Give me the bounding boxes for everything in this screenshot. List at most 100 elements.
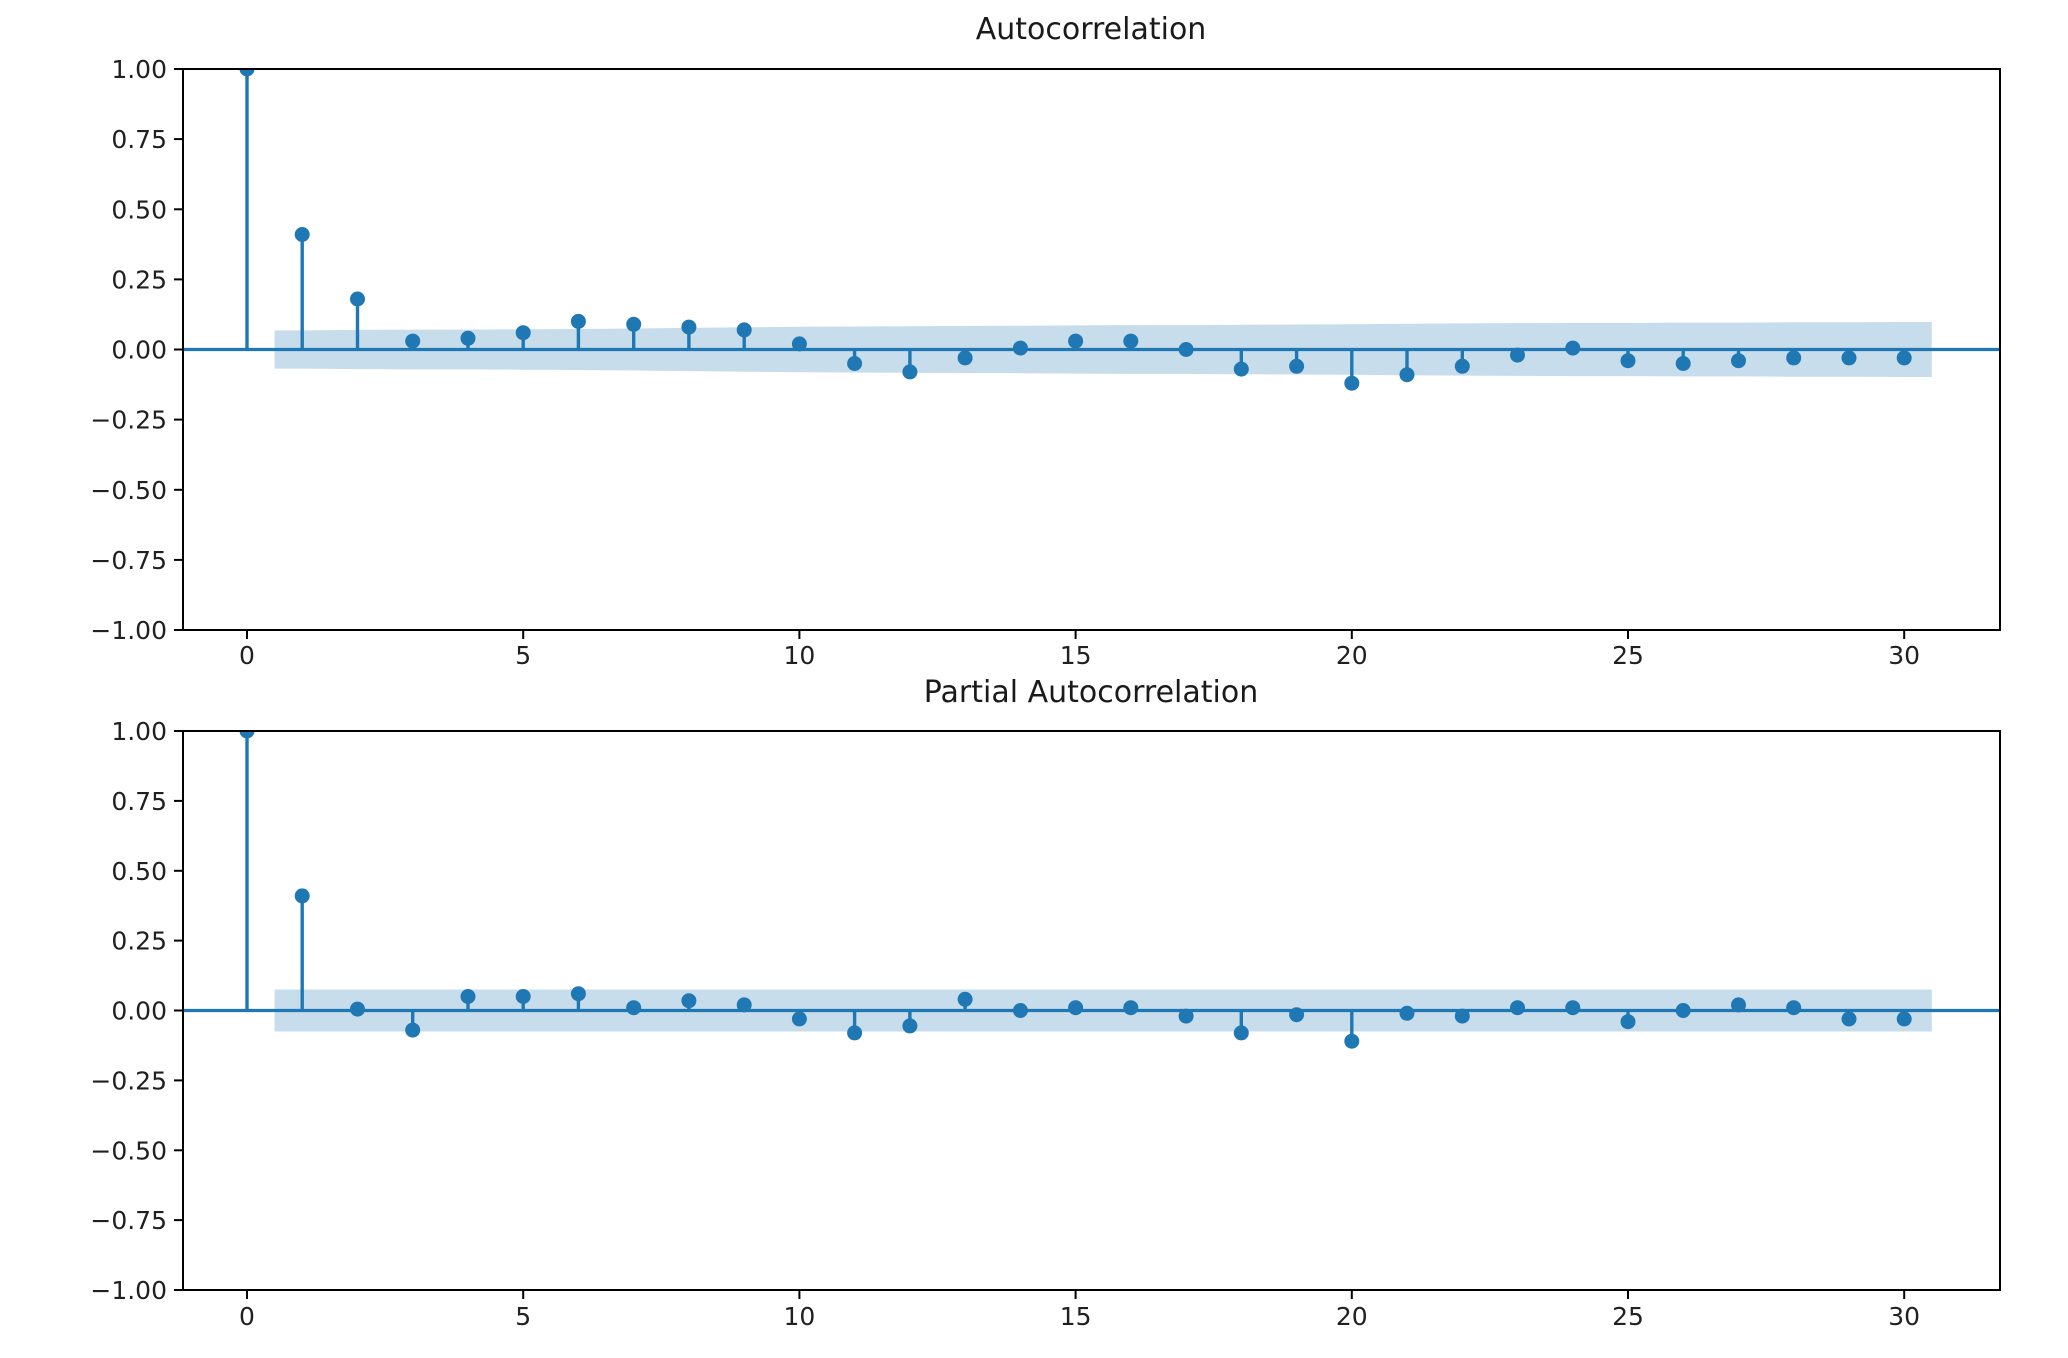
y-tick-label: 0.75 (111, 125, 167, 154)
x-tick-label: 0 (239, 1302, 255, 1331)
marker-lag-4 (460, 330, 476, 346)
acf-title: Autocorrelation (975, 12, 1207, 47)
marker-lag-14 (1012, 340, 1028, 356)
marker-lag-30 (1896, 350, 1912, 366)
marker-lag-29 (1841, 1011, 1857, 1027)
marker-lag-0 (239, 731, 255, 739)
y-tick-label: −0.50 (90, 476, 167, 505)
y-tick-label: −1.00 (90, 616, 167, 645)
x-tick-label: 10 (783, 641, 815, 670)
marker-lag-27 (1731, 997, 1746, 1013)
marker-lag-7 (626, 1000, 642, 1016)
marker-lag-8 (681, 319, 697, 335)
x-tick-label: 15 (1060, 1302, 1092, 1331)
marker-lag-16 (1123, 333, 1139, 349)
marker-lag-23 (1510, 347, 1525, 363)
y-tick-label: −1.00 (90, 1276, 167, 1305)
marker-lag-1 (294, 888, 310, 904)
marker-lag-25 (1620, 353, 1636, 369)
y-tick-label: −0.50 (90, 1136, 167, 1165)
marker-lag-12 (902, 364, 918, 380)
y-tick-label: −0.75 (90, 1206, 167, 1235)
marker-lag-11 (847, 356, 863, 371)
x-tick-label: 30 (1888, 641, 1920, 670)
y-tick-label: 0.00 (111, 336, 167, 365)
marker-lag-27 (1731, 353, 1746, 369)
y-tick-label: 1.00 (111, 55, 167, 84)
x-tick-label: 5 (515, 641, 531, 670)
marker-lag-11 (847, 1025, 863, 1041)
marker-lag-23 (1510, 1000, 1525, 1016)
marker-lag-6 (570, 986, 586, 1002)
marker-lag-17 (1178, 342, 1194, 357)
marker-lag-10 (791, 1011, 807, 1027)
marker-lag-14 (1012, 1003, 1028, 1018)
y-tick-label: 0.00 (111, 997, 167, 1026)
y-tick-label: −0.25 (90, 406, 167, 435)
marker-lag-16 (1123, 1000, 1139, 1016)
pacf-title: Partial Autocorrelation (923, 675, 1259, 710)
marker-lag-15 (1068, 333, 1084, 349)
marker-lag-2 (350, 291, 365, 307)
marker-lag-6 (570, 313, 586, 329)
x-tick-label: 0 (239, 641, 255, 670)
marker-lag-18 (1233, 361, 1249, 377)
y-tick-label: 0.25 (111, 265, 167, 294)
marker-lag-13 (957, 350, 973, 366)
marker-lag-19 (1289, 1007, 1305, 1023)
marker-lag-21 (1399, 1005, 1415, 1021)
marker-lag-26 (1675, 1003, 1691, 1018)
marker-lag-4 (460, 989, 476, 1004)
y-tick-label: 0.25 (111, 927, 167, 956)
x-tick-label: 25 (1612, 1302, 1644, 1331)
marker-lag-7 (626, 316, 642, 332)
marker-lag-0 (239, 69, 255, 77)
marker-lag-12 (902, 1018, 918, 1034)
y-tick-label: 0.50 (111, 857, 167, 886)
x-tick-label: 15 (1060, 641, 1092, 670)
pacf-plot-area (183, 731, 2000, 1049)
marker-lag-19 (1289, 358, 1305, 374)
acf-plot-area (183, 69, 2000, 391)
x-tick-label: 20 (1336, 1302, 1368, 1331)
marker-lag-20 (1344, 1033, 1360, 1049)
marker-lag-1 (294, 227, 310, 242)
marker-lag-2 (350, 1001, 365, 1017)
marker-lag-5 (515, 989, 531, 1004)
marker-lag-10 (791, 336, 807, 352)
marker-lag-21 (1399, 367, 1415, 383)
y-tick-label: 0.50 (111, 195, 167, 224)
marker-lag-9 (736, 997, 752, 1013)
marker-lag-30 (1896, 1011, 1912, 1027)
marker-lag-22 (1454, 358, 1470, 374)
marker-lag-25 (1620, 1014, 1636, 1030)
marker-lag-28 (1786, 350, 1802, 366)
marker-lag-22 (1454, 1008, 1470, 1024)
marker-lag-8 (681, 993, 697, 1009)
y-tick-label: 0.75 (111, 787, 167, 816)
marker-lag-15 (1068, 1000, 1084, 1016)
y-tick-label: 1.00 (111, 717, 167, 746)
marker-lag-18 (1233, 1025, 1249, 1041)
x-tick-label: 25 (1612, 641, 1644, 670)
marker-lag-5 (515, 325, 531, 341)
marker-lag-13 (957, 991, 973, 1007)
marker-lag-26 (1675, 356, 1691, 371)
x-tick-label: 10 (783, 1302, 815, 1331)
marker-lag-24 (1565, 340, 1581, 356)
x-tick-label: 5 (515, 1302, 531, 1331)
marker-lag-9 (736, 322, 752, 338)
marker-lag-24 (1565, 1000, 1581, 1016)
x-tick-label: 30 (1888, 1302, 1920, 1331)
pacf-axes: 1.00 0.75 0.50 0.25 0.00 −0.25 −0.50 −0.75 −1.00… (90, 717, 2001, 1331)
marker-lag-17 (1178, 1008, 1194, 1024)
marker-lag-20 (1344, 375, 1360, 391)
marker-lag-29 (1841, 350, 1857, 366)
y-tick-label: −0.75 (90, 546, 167, 575)
acf-axes: 1.00 0.75 0.50 0.25 0.00 −0.25 −0.50 −0.75 −1.00… (90, 55, 2001, 670)
marker-lag-28 (1786, 1000, 1802, 1016)
marker-lag-3 (405, 333, 421, 349)
y-tick-label: −0.25 (90, 1066, 167, 1095)
marker-lag-3 (405, 1022, 421, 1038)
